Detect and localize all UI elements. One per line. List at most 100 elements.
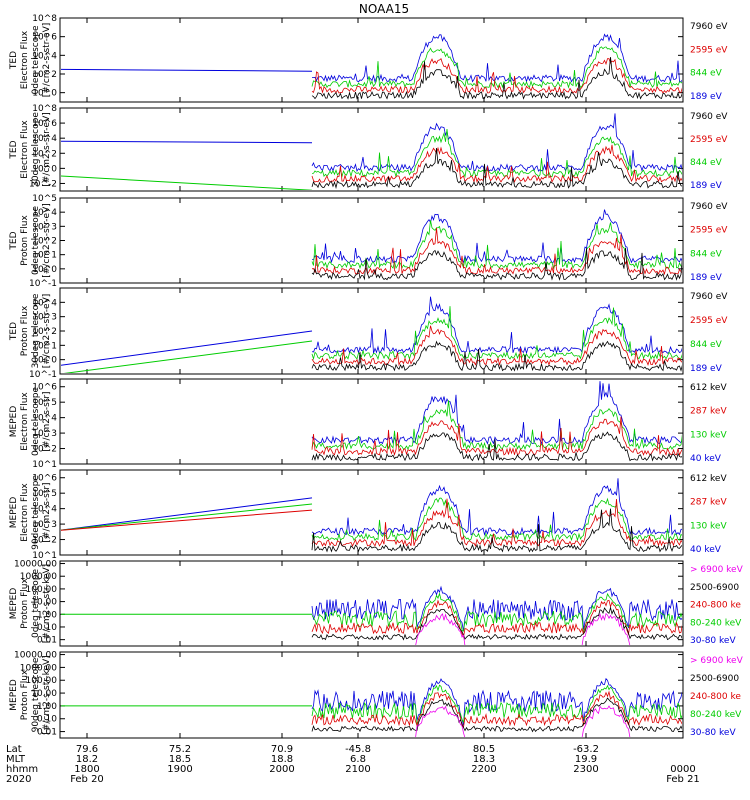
y-axis-label: 0deg telescope [31, 25, 41, 95]
legend-entry: 2595 eV [690, 226, 728, 236]
series-line [61, 140, 313, 144]
series-line [311, 46, 682, 89]
series-line [311, 498, 682, 547]
x-tick-label: 2200 [471, 764, 496, 775]
legend-entry: 80-240 keV [690, 710, 742, 720]
y-axis-label: Electron Flux [20, 483, 30, 542]
y-tick-label: 1000.00 [20, 663, 57, 673]
panel-2: 10^-2 10^0 10^2 10^4 10^6 10^8 TED Electron Flu… [9, 104, 728, 192]
y-tick-label: 10^-1 [29, 370, 57, 380]
y-tick-label: 10^4 [32, 51, 57, 61]
panel-frame [59, 17, 684, 103]
x-row-label: MLT [6, 754, 26, 765]
series-line [311, 677, 682, 726]
y-tick-label: 0.01 [37, 728, 57, 738]
legend-entry: 7960 eV [690, 292, 728, 302]
series-line [311, 592, 682, 634]
y-tick-label: 10^8 [32, 14, 57, 24]
series-line [311, 128, 682, 179]
y-axis-label: 0deg telescope [31, 206, 41, 276]
panel-8: 0.01 0.10 1.00 10.00 100.00 1000.00 10000.00 ME… [9, 651, 744, 739]
y-tick-label: 10^3 [32, 222, 57, 232]
y-axis-label: TED [9, 51, 19, 70]
legend-entry: 844 eV [690, 340, 723, 350]
x-row-label: Lat [6, 744, 22, 755]
x-row-label: hhmm [6, 764, 38, 775]
y-axis-label: 90deg telescope [31, 657, 41, 732]
series-line [415, 705, 631, 737]
y-axis-label: MEPED [9, 679, 19, 711]
series-line [311, 247, 682, 281]
x-tick-label: 2000 [269, 764, 294, 775]
x-tick-label: 80.5 [473, 744, 495, 755]
y-axis-label: [#/cm2-s-str-eV] [42, 203, 52, 278]
y-axis-label: Proton Flux [20, 578, 30, 629]
y-tick-label: 10^6 [32, 33, 57, 43]
y-axis-label: TED [9, 231, 19, 250]
series-line [311, 697, 682, 733]
series-line [61, 509, 313, 531]
series-line [311, 57, 682, 94]
y-axis-label: MEPED [9, 406, 19, 438]
y-tick-label: 10^6 [32, 119, 57, 129]
legend-entry: 240-800 ke [690, 601, 741, 611]
y-tick-label: 10.00 [31, 598, 57, 608]
y-tick-label: 1000.00 [20, 572, 57, 582]
y-tick-label: 10^1 [32, 251, 57, 261]
series-line [311, 606, 682, 641]
y-tick-label: 10^6 [32, 383, 57, 393]
series-line [311, 508, 682, 553]
y-tick-label: 10^2 [32, 237, 57, 247]
y-axis-label: MEPED [9, 497, 19, 529]
legend-entry: 130 keV [690, 430, 727, 440]
panel-frame [59, 560, 684, 647]
legend-entry: 287 keV [690, 498, 727, 508]
legend-entry: 7960 eV [690, 202, 728, 212]
y-axis-label: TED [9, 140, 19, 159]
legend-entry: 2595 eV [690, 135, 728, 145]
y-tick-label: 1.00 [37, 610, 57, 620]
panel-1: 10^0 10^2 10^4 10^6 10^8 TED Electron Flux 0deg… [9, 14, 728, 103]
y-tick-label: 10000.00 [14, 560, 57, 570]
y-axis-label: [#/cm2-s-str-eV] [42, 23, 52, 98]
y-tick-label: 10^1 [32, 460, 57, 470]
legend-entry: 2500-6900 [690, 674, 739, 684]
legend-entry: 2500-6900 [690, 583, 739, 593]
panel-6: 10^1 10^2 10^3 10^4 10^5 10^6 MEPED Electron Fl… [9, 469, 727, 561]
y-axis-label: Electron Flux [20, 392, 30, 451]
panel-7: 0.01 0.10 1.00 10.00 100.00 1000.00 10000.00 ME… [9, 560, 744, 647]
legend-entry: 2595 eV [690, 316, 728, 326]
legend-entry: 40 keV [690, 454, 722, 464]
series-line [311, 33, 682, 84]
x-tick-label: 70.9 [271, 744, 293, 755]
y-tick-label: 0.10 [37, 623, 57, 633]
legend-entry: > 6900 keV [690, 656, 744, 666]
legend-entry: 7960 eV [690, 22, 728, 32]
series-line [311, 599, 682, 639]
y-tick-label: 1.00 [37, 702, 57, 712]
legend-entry: 189 eV [690, 181, 723, 191]
x-row-label: 2020 [6, 774, 31, 785]
y-axis-label: 0deg telescope [31, 569, 41, 639]
y-tick-label: 10^2 [32, 327, 57, 337]
y-axis-label: MEPED [9, 588, 19, 620]
y-tick-label: 10000.00 [14, 651, 57, 661]
y-axis-label: [#/cm2-s-str-eV] [42, 112, 52, 187]
y-tick-label: 10^5 [32, 194, 57, 204]
y-axis-label: 90deg telescope [31, 475, 41, 550]
panels: 10^0 10^2 10^4 10^6 10^8 TED Electron Flux 0deg… [9, 14, 744, 739]
traces [61, 478, 682, 553]
x-tick-label: -63.2 [573, 744, 599, 755]
legend-entry: 844 eV [690, 69, 723, 79]
y-tick-label: 10^3 [32, 520, 57, 530]
panel-frame [59, 651, 684, 739]
y-tick-label: 10^0 [32, 356, 57, 366]
y-tick-label: 10^8 [32, 104, 57, 114]
legend-entry: 7960 eV [690, 112, 728, 122]
series-line [311, 147, 682, 190]
series-line [61, 175, 313, 190]
series-line [311, 306, 682, 361]
legend-entry: 80-240 keV [690, 618, 742, 628]
legend-entry: 189 eV [690, 92, 723, 102]
